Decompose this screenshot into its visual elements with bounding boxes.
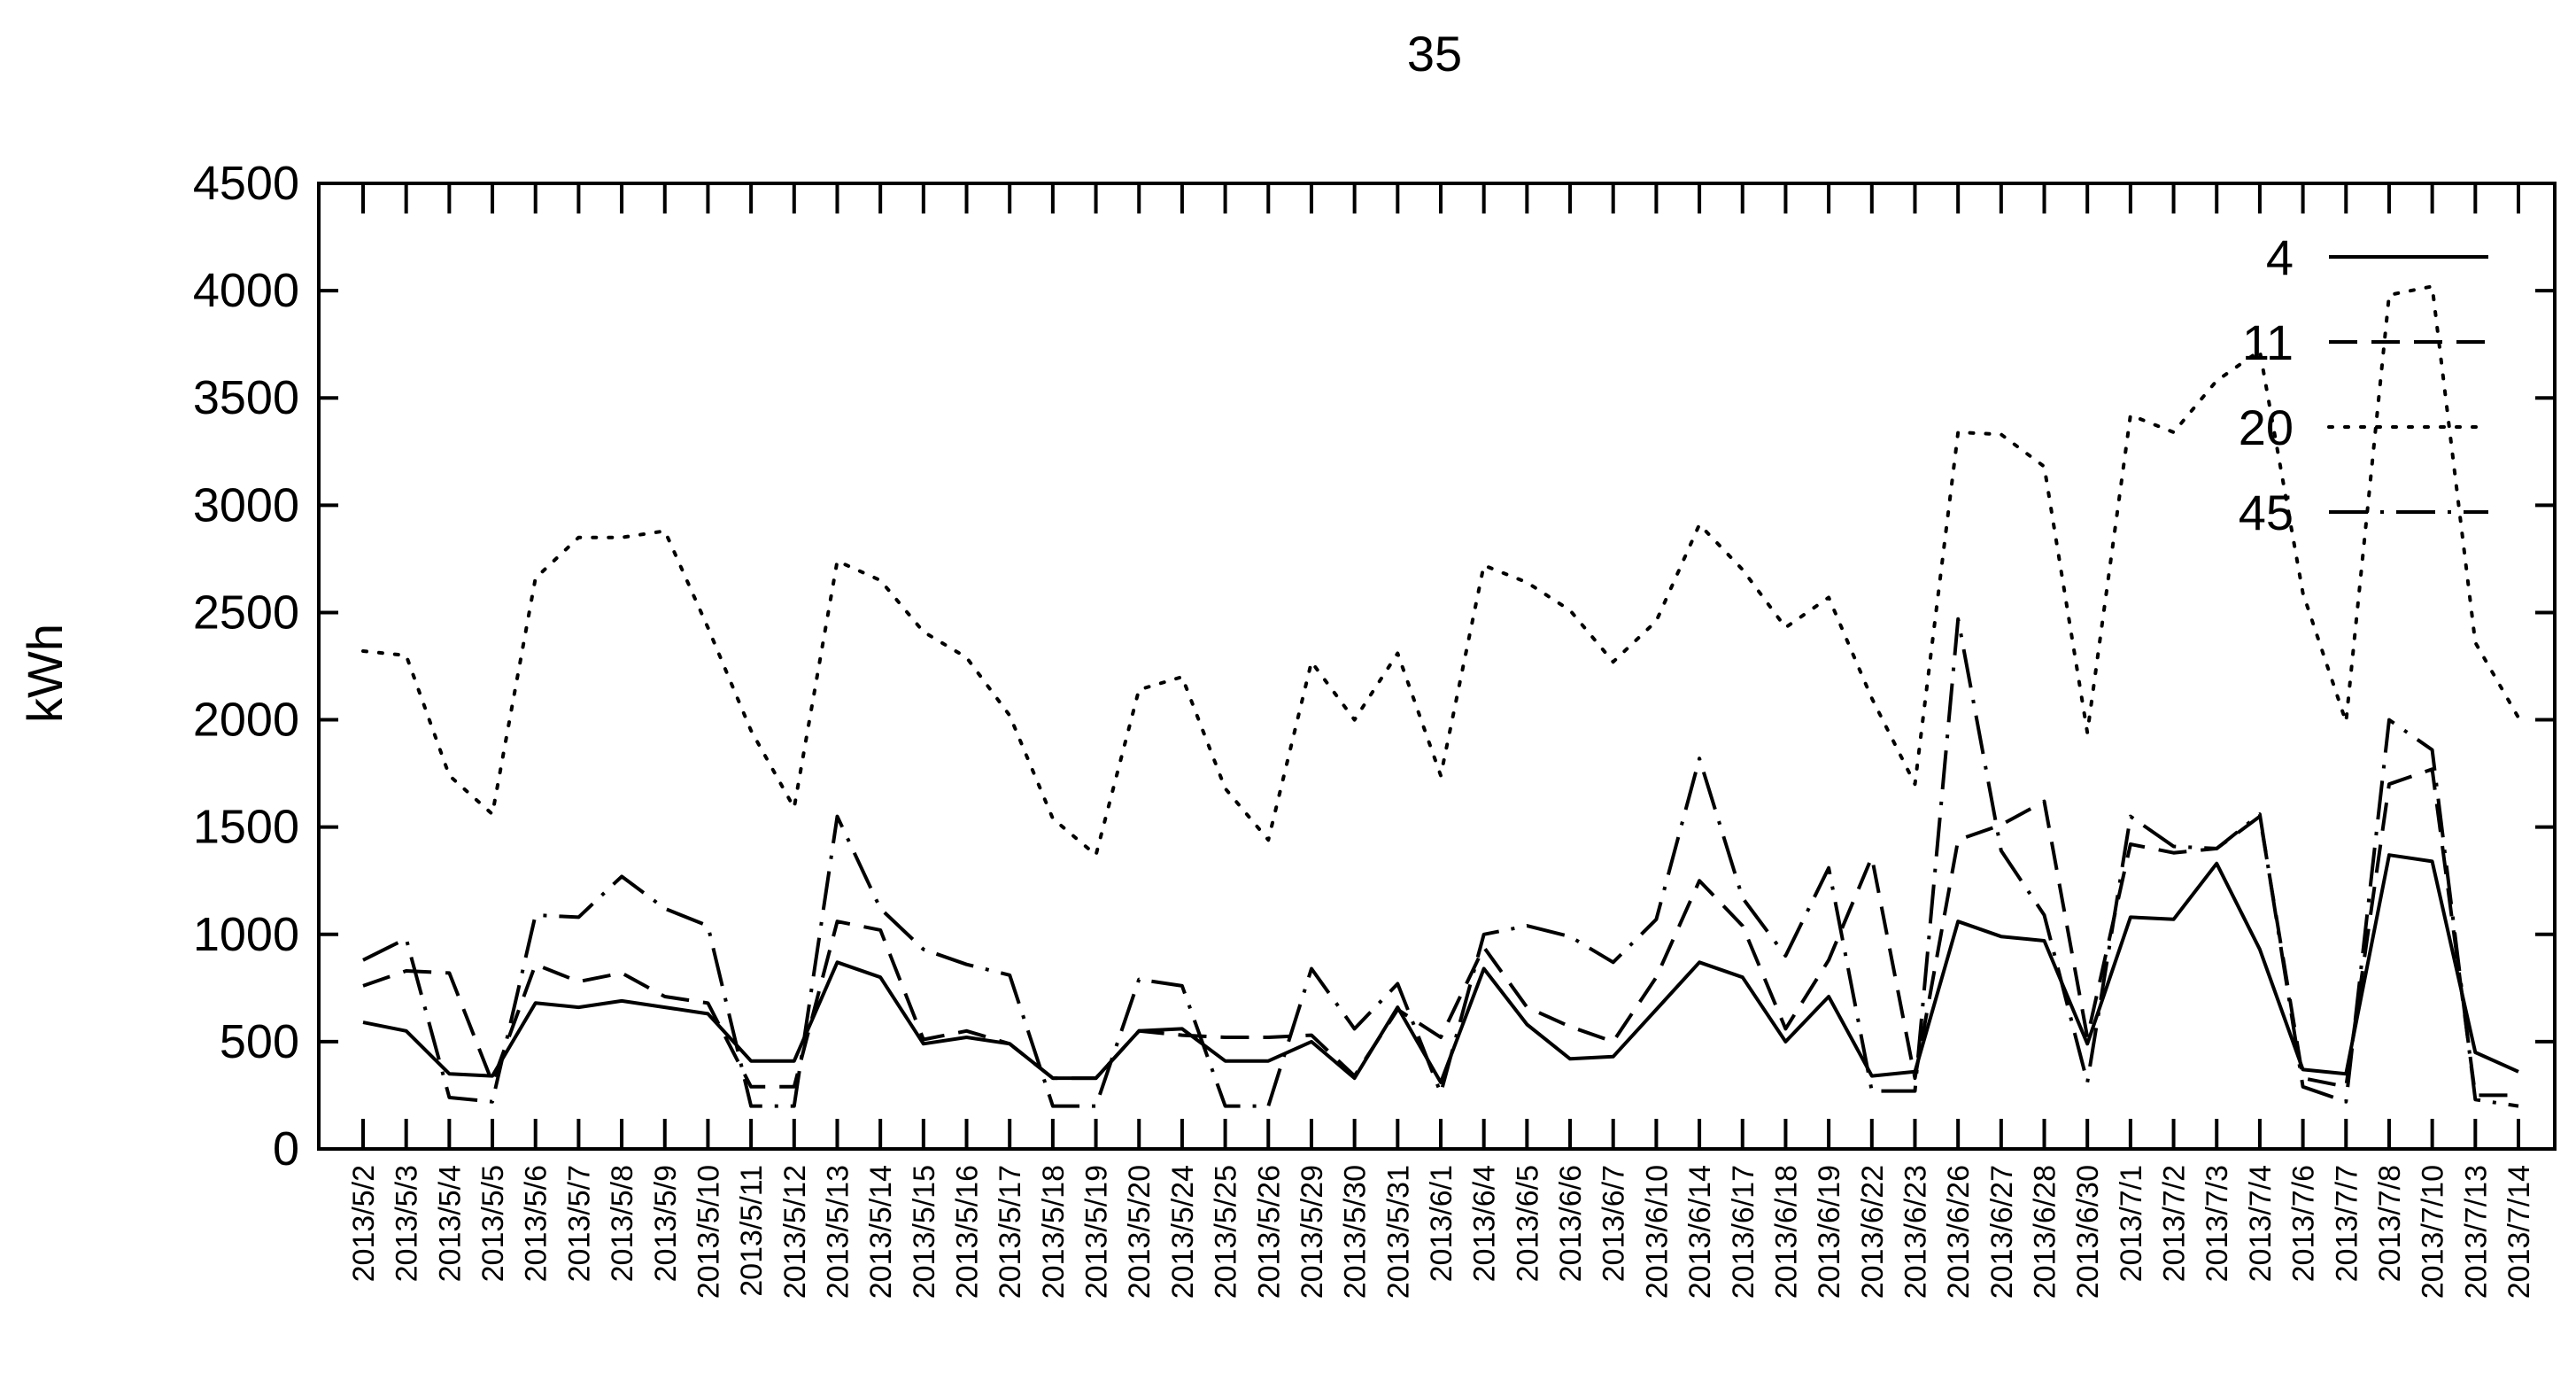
x-tick-label: 2013/5/26 bbox=[1252, 1165, 1286, 1299]
x-tick-label: 2013/5/5 bbox=[476, 1165, 510, 1282]
x-tick-label: 2013/5/9 bbox=[649, 1165, 683, 1282]
x-tick-label: 2013/6/23 bbox=[1899, 1165, 1932, 1299]
x-tick-label: 2013/6/18 bbox=[1769, 1165, 1803, 1299]
x-tick-label: 2013/5/15 bbox=[908, 1165, 941, 1299]
x-tick-label: 2013/7/13 bbox=[2459, 1165, 2493, 1299]
x-tick-label: 2013/6/14 bbox=[1683, 1165, 1717, 1299]
legend-label-11: 11 bbox=[2242, 314, 2294, 370]
y-tick-label: 1500 bbox=[193, 801, 299, 854]
x-tick-label: 2013/5/31 bbox=[1381, 1165, 1415, 1299]
y-tick-label: 4500 bbox=[193, 157, 299, 210]
x-tick-label: 2013/5/29 bbox=[1296, 1165, 1329, 1299]
x-tick-label: 2013/6/28 bbox=[2029, 1165, 2062, 1299]
x-tick-label: 2013/6/26 bbox=[1942, 1165, 1976, 1299]
chart-title: 35 bbox=[1407, 26, 1462, 81]
x-tick-label: 2013/7/6 bbox=[2287, 1165, 2321, 1282]
x-tick-label: 2013/7/2 bbox=[2158, 1165, 2192, 1282]
plot-frame bbox=[317, 182, 2557, 1151]
series-line-45 bbox=[362, 617, 2519, 1108]
y-tick-label: 1000 bbox=[193, 908, 299, 961]
x-tick-label: 2013/7/10 bbox=[2417, 1165, 2450, 1299]
plot-border bbox=[317, 182, 2557, 1151]
x-tick-label: 2013/7/1 bbox=[2115, 1165, 2148, 1282]
x-tick-label: 2013/6/10 bbox=[1640, 1165, 1674, 1299]
x-tick-label: 2013/5/4 bbox=[433, 1165, 467, 1282]
y-tick-label: 2500 bbox=[193, 586, 299, 639]
series-line-11 bbox=[362, 767, 2518, 1098]
x-tick-label: 2013/5/6 bbox=[520, 1165, 553, 1282]
x-tick-label: 2013/5/12 bbox=[778, 1165, 812, 1299]
y-tick-label: 0 bbox=[273, 1122, 299, 1176]
x-tick-label: 2013/5/2 bbox=[347, 1165, 381, 1282]
x-tick-label: 2013/7/4 bbox=[2244, 1165, 2278, 1282]
x-tick-label: 2013/6/30 bbox=[2071, 1165, 2105, 1299]
x-tick-label: 2013/5/10 bbox=[692, 1165, 725, 1299]
x-tick-label: 2013/6/22 bbox=[1856, 1165, 1890, 1299]
x-tick-label: 2013/7/7 bbox=[2330, 1165, 2363, 1282]
x-tick-label: 2013/5/11 bbox=[735, 1165, 769, 1297]
x-tick-label: 2013/5/25 bbox=[1210, 1165, 1243, 1299]
y-tick-label: 2000 bbox=[193, 694, 299, 747]
y-axis-label: kWh bbox=[17, 624, 73, 723]
x-tick-label: 2013/6/27 bbox=[1985, 1165, 2019, 1299]
series-lines bbox=[361, 284, 2520, 1108]
y-axis-ticks: 0 500 1000 1500 2000 2500 3000 3500 4000 4500 bbox=[193, 157, 2555, 1176]
series-line-20 bbox=[361, 284, 2520, 857]
x-tick-label: 2013/7/3 bbox=[2201, 1165, 2234, 1282]
series-line-4 bbox=[362, 853, 2519, 1084]
legend-label-20: 20 bbox=[2239, 400, 2294, 455]
x-tick-label: 2013/5/14 bbox=[864, 1165, 898, 1299]
x-tick-label: 2013/7/14 bbox=[2503, 1165, 2536, 1299]
x-tick-label: 2013/5/3 bbox=[391, 1165, 424, 1282]
x-tick-label: 2013/5/17 bbox=[994, 1165, 1027, 1299]
legend-label-45: 45 bbox=[2239, 485, 2294, 540]
y-tick-label: 500 bbox=[220, 1015, 299, 1068]
x-tick-label: 2013/5/20 bbox=[1123, 1165, 1156, 1299]
x-tick-label: 2013/5/16 bbox=[951, 1165, 985, 1299]
x-axis-ticks: 2013/5/2 2013/5/3 2013/5/4 2013/5/5 2013/5/6… bbox=[347, 183, 2536, 1299]
x-tick-label: 2013/6/7 bbox=[1597, 1165, 1631, 1282]
legend: 4 11 20 45 bbox=[2239, 229, 2490, 540]
x-tick-label: 2013/5/19 bbox=[1080, 1165, 1114, 1299]
x-tick-label: 2013/5/24 bbox=[1166, 1165, 1200, 1299]
x-tick-label: 2013/5/8 bbox=[606, 1165, 639, 1282]
x-tick-label: 2013/6/17 bbox=[1727, 1165, 1760, 1299]
x-tick-label: 2013/5/30 bbox=[1339, 1165, 1373, 1299]
y-tick-label: 3000 bbox=[193, 478, 299, 532]
x-tick-label: 2013/5/7 bbox=[562, 1165, 596, 1282]
x-tick-label: 2013/6/1 bbox=[1425, 1165, 1458, 1282]
y-tick-label: 3500 bbox=[193, 371, 299, 424]
y-tick-label: 4000 bbox=[193, 264, 299, 317]
legend-label-4: 4 bbox=[2266, 229, 2294, 285]
x-tick-label: 2013/6/4 bbox=[1468, 1165, 1502, 1282]
x-tick-label: 2013/7/8 bbox=[2373, 1165, 2407, 1282]
x-tick-label: 2013/5/13 bbox=[821, 1165, 855, 1299]
x-tick-label: 2013/6/6 bbox=[1554, 1165, 1588, 1282]
x-tick-label: 2013/6/19 bbox=[1813, 1165, 1846, 1299]
x-tick-label: 2013/5/18 bbox=[1037, 1165, 1071, 1299]
x-tick-label: 2013/6/5 bbox=[1511, 1165, 1544, 1282]
